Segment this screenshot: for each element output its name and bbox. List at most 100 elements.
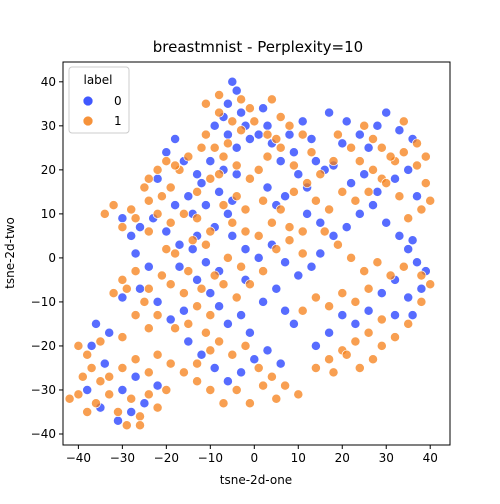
data-point-series-1 bbox=[152, 208, 163, 219]
data-point-series-1 bbox=[192, 376, 203, 387]
data-point-series-1 bbox=[394, 191, 405, 202]
data-point-series-0 bbox=[113, 415, 123, 426]
data-point-series-1 bbox=[192, 301, 203, 312]
chart-title: breastmnist - Perplexity=10 bbox=[153, 38, 363, 56]
data-point-series-0 bbox=[363, 142, 374, 153]
x-tick-label: −10 bbox=[198, 451, 223, 465]
data-point-series-1 bbox=[227, 116, 238, 127]
data-point-series-0 bbox=[130, 248, 141, 259]
data-point-series-1 bbox=[170, 248, 181, 259]
data-point-series-1 bbox=[398, 261, 409, 272]
data-point-series-0 bbox=[328, 230, 339, 241]
data-point-series-1 bbox=[385, 270, 396, 281]
data-point-series-1 bbox=[280, 380, 291, 391]
data-point-series-0 bbox=[192, 274, 203, 285]
data-point-series-1 bbox=[73, 340, 84, 351]
data-point-series-0 bbox=[214, 186, 225, 197]
data-point-series-1 bbox=[266, 217, 277, 228]
data-point-series-1 bbox=[284, 235, 295, 246]
data-point-series-0 bbox=[236, 310, 247, 321]
data-point-series-1 bbox=[240, 204, 251, 215]
data-point-series-0 bbox=[135, 222, 145, 233]
data-point-series-1 bbox=[82, 349, 93, 360]
data-point-series-0 bbox=[152, 296, 163, 307]
data-point-series-1 bbox=[143, 173, 154, 184]
data-point-series-1 bbox=[324, 204, 335, 215]
data-point-series-1 bbox=[297, 248, 308, 259]
data-point-series-0 bbox=[253, 129, 264, 140]
data-point-series-0 bbox=[324, 107, 335, 118]
data-point-series-1 bbox=[205, 310, 216, 321]
data-point-series-1 bbox=[271, 393, 282, 404]
data-point-series-1 bbox=[288, 160, 299, 171]
data-point-series-0 bbox=[187, 244, 198, 255]
data-point-series-0 bbox=[86, 340, 97, 351]
data-point-series-0 bbox=[306, 261, 317, 272]
data-point-series-1 bbox=[403, 318, 414, 329]
data-point-series-1 bbox=[332, 129, 343, 140]
data-point-series-1 bbox=[126, 204, 137, 215]
data-point-series-1 bbox=[192, 358, 203, 369]
data-point-series-1 bbox=[218, 398, 229, 409]
y-tick-label: 30 bbox=[41, 119, 56, 133]
data-point-series-1 bbox=[143, 389, 154, 400]
data-point-series-1 bbox=[200, 98, 211, 109]
data-point-series-0 bbox=[394, 125, 405, 136]
data-point-series-1 bbox=[354, 156, 365, 167]
data-point-series-0 bbox=[297, 116, 308, 127]
data-point-series-1 bbox=[372, 257, 383, 268]
data-point-series-0 bbox=[390, 310, 400, 321]
data-point-series-1 bbox=[161, 156, 172, 167]
y-tick-label: 40 bbox=[41, 75, 56, 89]
data-point-series-1 bbox=[271, 134, 282, 144]
data-point-series-1 bbox=[187, 235, 198, 246]
data-point-series-0 bbox=[315, 248, 326, 259]
data-point-series-0 bbox=[275, 358, 286, 369]
data-point-series-1 bbox=[310, 363, 321, 373]
data-point-series-1 bbox=[262, 129, 273, 140]
data-point-series-1 bbox=[218, 151, 229, 162]
data-point-series-0 bbox=[293, 169, 304, 180]
data-point-series-1 bbox=[200, 239, 211, 250]
data-point-series-0 bbox=[231, 142, 242, 153]
x-axis-ticks: −40 −30 −20 −10 0 10 20 30 40 bbox=[66, 445, 438, 465]
data-point-series-0 bbox=[346, 178, 357, 189]
data-point-series-0 bbox=[363, 305, 374, 316]
data-point-series-1 bbox=[143, 367, 154, 378]
x-tick-label: −40 bbox=[66, 451, 91, 465]
data-point-series-1 bbox=[170, 160, 181, 171]
data-point-series-1 bbox=[178, 288, 189, 299]
data-point-series-0 bbox=[310, 156, 321, 167]
data-point-series-0 bbox=[117, 213, 128, 224]
data-point-series-1 bbox=[130, 213, 141, 224]
data-point-series-1 bbox=[165, 217, 176, 228]
data-point-series-1 bbox=[104, 371, 115, 382]
data-point-series-1 bbox=[135, 420, 145, 431]
data-point-series-0 bbox=[196, 349, 207, 360]
data-point-series-1 bbox=[240, 226, 251, 237]
data-point-series-1 bbox=[227, 217, 238, 228]
data-point-series-0 bbox=[178, 305, 189, 316]
data-point-series-1 bbox=[222, 252, 233, 263]
data-point-series-1 bbox=[249, 116, 260, 127]
data-point-series-0 bbox=[196, 178, 207, 189]
data-point-series-0 bbox=[359, 169, 370, 180]
data-point-series-1 bbox=[214, 107, 225, 118]
data-point-series-0 bbox=[376, 288, 387, 299]
data-point-series-0 bbox=[152, 173, 163, 184]
data-point-series-1 bbox=[253, 230, 264, 241]
x-tick-label: −20 bbox=[154, 451, 179, 465]
data-point-series-1 bbox=[231, 292, 242, 303]
data-point-series-1 bbox=[156, 191, 167, 202]
data-point-series-1 bbox=[205, 345, 216, 356]
y-tick-label: −30 bbox=[31, 383, 56, 397]
data-point-series-1 bbox=[376, 142, 387, 153]
data-point-series-0 bbox=[222, 98, 233, 109]
data-point-series-1 bbox=[412, 160, 422, 171]
data-point-series-0 bbox=[161, 147, 172, 158]
data-point-series-0 bbox=[249, 354, 260, 365]
data-point-series-1 bbox=[266, 371, 277, 382]
data-point-series-1 bbox=[143, 226, 154, 237]
data-point-series-1 bbox=[253, 164, 264, 175]
data-point-series-0 bbox=[280, 305, 291, 316]
